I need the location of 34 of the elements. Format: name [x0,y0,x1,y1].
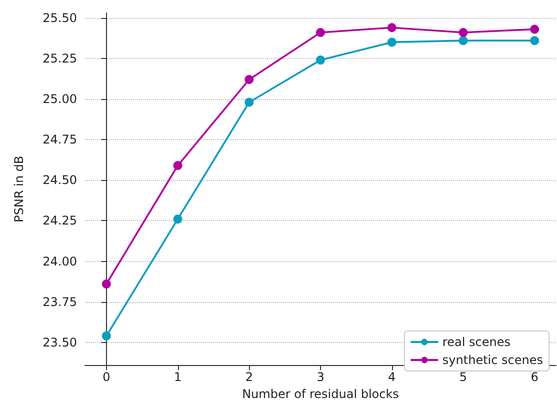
y-tick-label: 24.75 [42,132,77,147]
x-tick-label: 5 [459,370,468,384]
point [316,56,325,65]
y-axis-title: PSNR in dB [12,156,26,222]
point [244,75,254,84]
x-axis-title: Number of residual blocks [242,387,399,401]
point [316,28,325,37]
y-tick-label: 23.50 [42,335,77,350]
point [387,23,396,32]
point [173,214,182,224]
point [458,28,468,37]
y-tick-label: 24.50 [42,173,77,188]
y-tick-label: 24.00 [42,254,77,268]
legend-label: real scenes [442,335,510,349]
point [530,36,540,46]
point [458,36,468,46]
legend-label: synthetic scenes [442,353,543,367]
x-tick-label: 1 [174,370,182,384]
x-tick-label: 3 [316,370,324,384]
point [102,331,111,340]
x-tick-label: 4 [388,370,396,384]
y-tick-label: 25.00 [42,92,77,106]
point [244,98,254,107]
x-tick-label: 0 [102,370,110,384]
y-tick-label: 25.50 [42,10,77,25]
y-tick-label: 25.25 [42,51,77,66]
point [530,24,540,34]
x-tick-label: 6 [530,370,538,384]
point [173,161,182,170]
point [387,38,396,47]
point [102,279,111,288]
x-tick-label: 2 [245,370,253,384]
y-tick-label: 23.75 [42,294,77,309]
y-tick-label: 24.25 [42,214,77,228]
